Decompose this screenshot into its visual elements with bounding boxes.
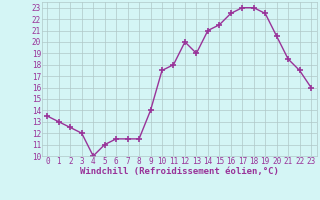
X-axis label: Windchill (Refroidissement éolien,°C): Windchill (Refroidissement éolien,°C) bbox=[80, 167, 279, 176]
